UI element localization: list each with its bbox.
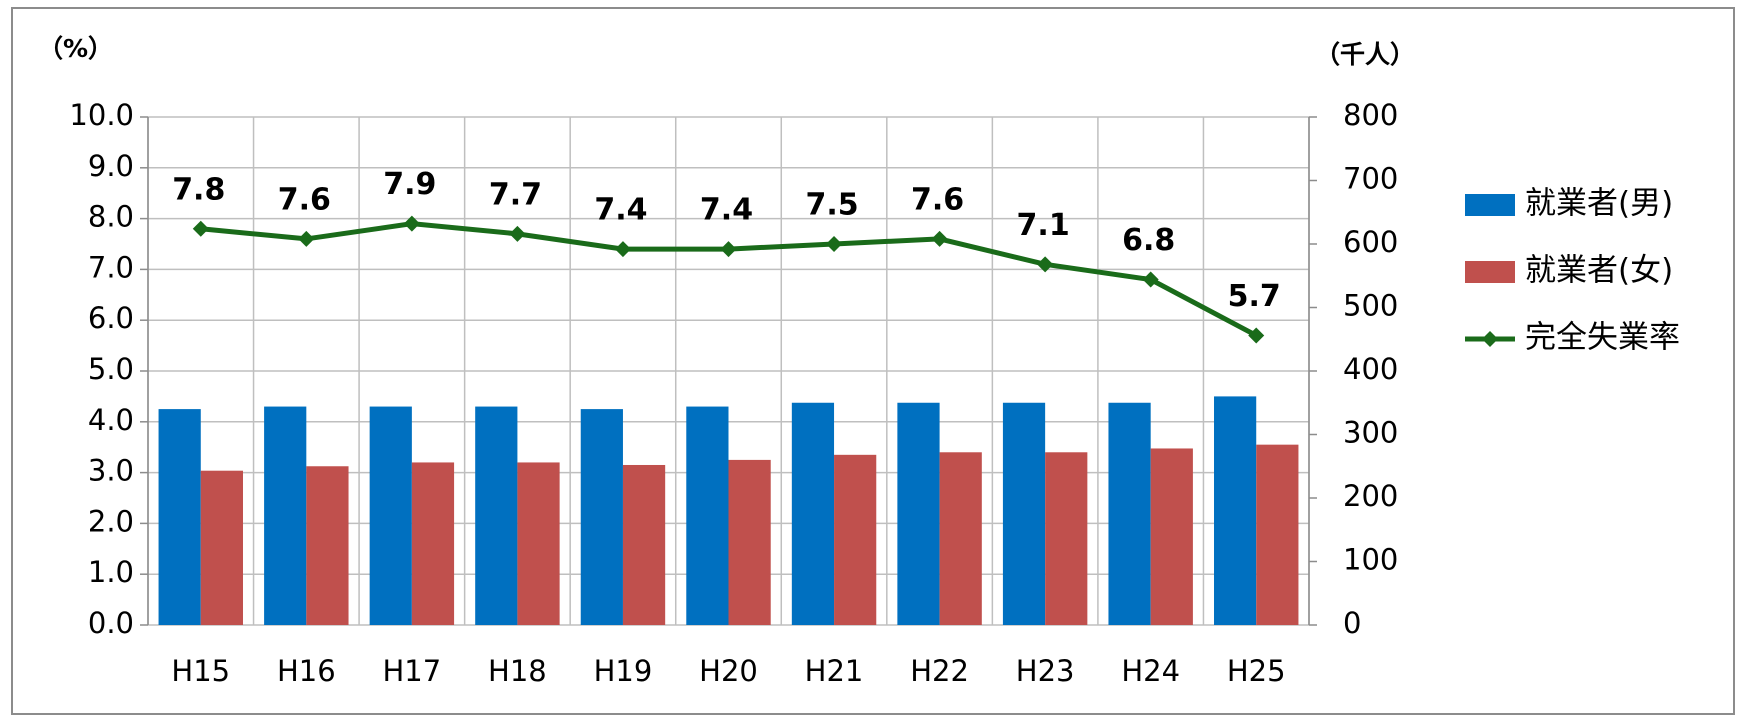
legend-label: 就業者(男) (1525, 186, 1673, 222)
line-marker (1142, 271, 1159, 288)
y-tick-label: 3.0 (88, 454, 134, 488)
bar (1256, 444, 1299, 625)
x-tick-label: H19 (594, 654, 653, 688)
x-tick-label: H25 (1227, 654, 1286, 688)
legend-swatch (1465, 194, 1515, 216)
bar (411, 462, 455, 625)
bar (728, 459, 771, 625)
y-tick-label: 8.0 (88, 200, 134, 234)
bar (834, 454, 877, 625)
bar (264, 406, 307, 625)
legend-marker (1482, 331, 1498, 347)
bar (200, 470, 243, 625)
bar (158, 409, 201, 625)
y-axis-label: （%） (38, 34, 113, 63)
bar (1045, 452, 1088, 625)
data-label: 7.4 (700, 193, 753, 228)
data-label: 7.7 (489, 177, 542, 212)
data-label: 5.7 (1228, 279, 1281, 314)
y2-tick-label: 500 (1343, 289, 1398, 323)
y2-tick-label: 700 (1343, 162, 1398, 196)
y-tick-label: 10.0 (69, 98, 134, 132)
data-label: 7.4 (594, 193, 647, 228)
bar (1108, 402, 1151, 625)
y2-tick-label: 200 (1343, 479, 1398, 513)
bar (369, 406, 412, 625)
line-marker (403, 215, 420, 232)
y2-tick-label: 300 (1343, 416, 1398, 450)
bar (475, 406, 518, 625)
x-tick-label: H17 (383, 654, 442, 688)
x-tick-label: H24 (1121, 654, 1180, 688)
y-tick-label: 1.0 (88, 555, 134, 589)
y2-tick-label: 0 (1343, 606, 1361, 640)
data-label: 7.6 (278, 182, 331, 217)
x-tick-label: H23 (1016, 654, 1075, 688)
y-tick-label: 2.0 (88, 504, 134, 538)
bar (306, 466, 349, 625)
data-label: 7.9 (383, 167, 436, 202)
bar (517, 462, 560, 625)
bar (1150, 448, 1193, 625)
data-label: 7.6 (911, 182, 964, 217)
line-marker (1037, 256, 1054, 273)
y2-tick-label: 100 (1343, 543, 1398, 577)
bar (622, 464, 666, 625)
line-marker (1248, 327, 1265, 344)
legend-label: 完全失業率 (1525, 320, 1680, 356)
y-tick-label: 6.0 (88, 301, 134, 335)
bar (897, 402, 940, 625)
x-tick-label: H22 (910, 654, 969, 688)
y2-axis-label: （千人） (1315, 40, 1415, 69)
data-label: 6.8 (1122, 223, 1175, 258)
x-tick-label: H18 (488, 654, 547, 688)
y2-tick-label: 800 (1343, 98, 1398, 132)
bar (580, 409, 623, 625)
data-label: 7.5 (805, 188, 858, 223)
line-marker (931, 230, 948, 247)
bar (939, 452, 982, 625)
x-tick-label: H20 (699, 654, 758, 688)
bar (791, 402, 835, 625)
line-marker (298, 230, 315, 247)
data-label: 7.1 (1017, 208, 1070, 243)
line-marker (192, 220, 209, 237)
line-marker (720, 241, 737, 258)
x-tick-label: H21 (805, 654, 864, 688)
y-tick-label: 7.0 (88, 250, 134, 284)
line-marker (826, 236, 843, 252)
data-label: 7.8 (172, 172, 225, 207)
y-tick-label: 4.0 (88, 403, 134, 437)
y-tick-label: 9.0 (88, 149, 134, 183)
x-tick-label: H16 (277, 654, 336, 688)
y2-tick-label: 400 (1343, 352, 1398, 386)
line-marker (614, 241, 631, 258)
y-tick-label: 0.0 (88, 606, 134, 640)
y2-tick-label: 600 (1343, 225, 1398, 259)
legend-label: 就業者(女) (1525, 253, 1673, 289)
bar (1002, 402, 1046, 625)
y-tick-label: 5.0 (88, 352, 134, 386)
line-marker (509, 225, 526, 242)
bar (1214, 396, 1257, 625)
legend-swatch (1465, 261, 1515, 283)
x-tick-label: H15 (171, 654, 230, 688)
bar (686, 406, 729, 625)
